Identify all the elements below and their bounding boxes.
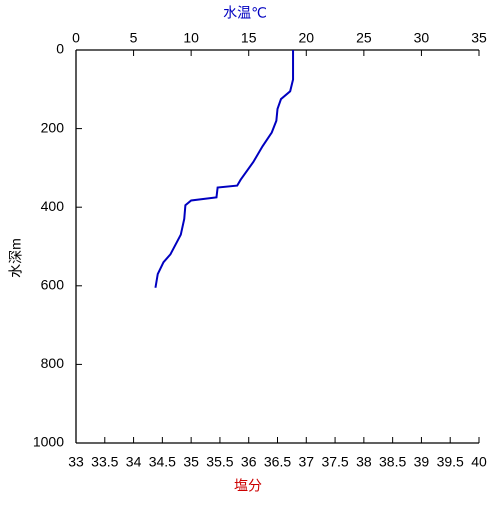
x2-tick-label: 35 (183, 454, 199, 470)
y-axis-title: 水深m (8, 238, 24, 278)
x2-tick-label: 33.5 (91, 454, 118, 470)
x-tick-label: 10 (183, 30, 199, 46)
y-tick-label: 200 (41, 119, 65, 135)
x2-tick-label: 38.5 (379, 454, 406, 470)
x2-tick-label: 40 (471, 454, 487, 470)
x2-tick-label: 34 (126, 454, 142, 470)
x-tick-label: 30 (414, 30, 430, 46)
x-tick-label: 25 (356, 30, 372, 46)
x-axis-title: 水温℃ (223, 5, 267, 21)
x-tick-label: 35 (471, 30, 487, 46)
x2-tick-label: 33 (68, 454, 84, 470)
x2-tick-label: 39 (414, 454, 430, 470)
x2-tick-label: 36 (241, 454, 257, 470)
y-tick-label: 400 (41, 198, 65, 214)
x2-tick-label: 38 (356, 454, 372, 470)
y-tick-label: 0 (56, 41, 64, 57)
x2-tick-label: 39.5 (437, 454, 464, 470)
x2-tick-label: 37 (298, 454, 314, 470)
x-tick-label: 15 (241, 30, 257, 46)
y-tick-label: 1000 (33, 434, 64, 450)
x2-tick-label: 37.5 (321, 454, 348, 470)
x-tick-label: 5 (130, 30, 138, 46)
y-tick-label: 600 (41, 277, 65, 293)
x2-tick-label: 34.5 (149, 454, 176, 470)
x2-axis-title: 塩分 (234, 478, 262, 494)
x-tick-label: 0 (72, 30, 80, 46)
profile-line (154, 50, 295, 288)
x-tick-label: 20 (298, 30, 314, 46)
x2-tick-label: 36.5 (264, 454, 291, 470)
y-tick-label: 800 (41, 355, 65, 371)
x2-tick-label: 35.5 (206, 454, 233, 470)
